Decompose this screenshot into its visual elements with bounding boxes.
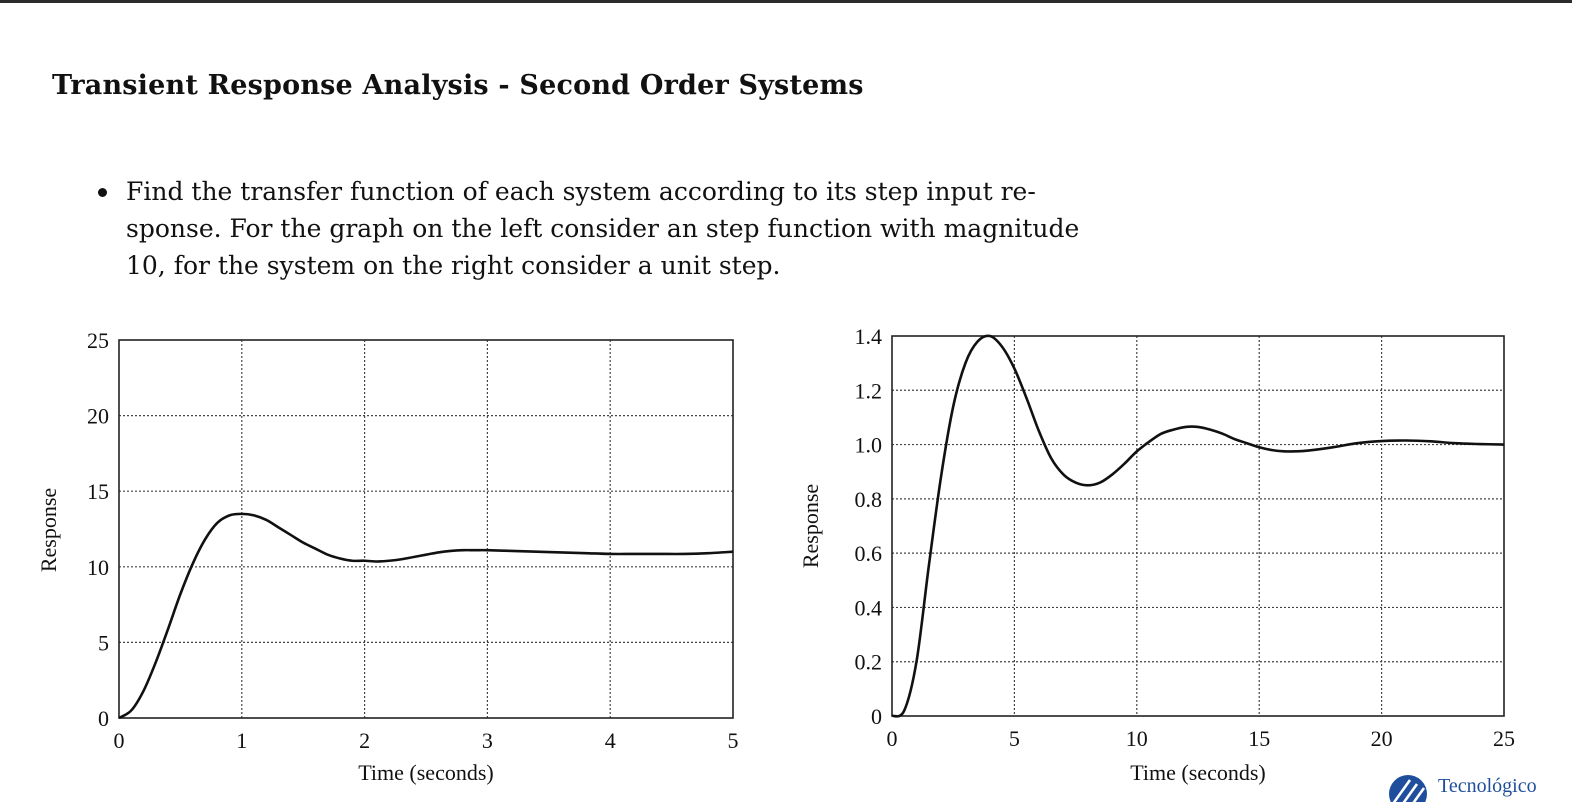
left-x-tick-label: 4 xyxy=(605,728,616,753)
left-chart-group: 0 1 2 3 4 5 0 5 10 15 20 25 Time (seconds) Response xyxy=(36,328,739,785)
left-x-axis-label: Time (seconds) xyxy=(358,760,493,785)
logo-text: Tecnológico xyxy=(1438,775,1537,797)
left-response-curve xyxy=(118,512,734,720)
left-y-tick-label: 20 xyxy=(87,404,109,429)
right-chart-group: 0 5 10 15 20 25 0 0.2 0.4 0.6 0.8 1.0 1.2 1.4 Time (se… xyxy=(798,324,1515,785)
slide-title: Transient Response Analysis - Second Ord… xyxy=(52,70,864,101)
right-y-tick-label: 1.0 xyxy=(855,433,883,458)
right-x-tick-label: 20 xyxy=(1371,726,1393,751)
right-y-tick-label: 1.4 xyxy=(855,324,883,349)
bullet-paragraph: Find the transfer function of each syste… xyxy=(126,173,1116,284)
right-y-tick-label: 0.2 xyxy=(855,650,883,675)
left-y-axis-label: Response xyxy=(36,488,61,572)
bullet-line-3: 10, for the system on the right consider… xyxy=(126,251,781,280)
left-y-tick-label: 10 xyxy=(87,555,109,580)
left-x-tick-label: 5 xyxy=(728,728,739,753)
right-x-axis-label: Time (seconds) xyxy=(1130,760,1265,785)
left-y-tick-label: 5 xyxy=(98,630,109,655)
right-y-tick-label: 1.2 xyxy=(855,378,883,403)
left-x-tick-label: 2 xyxy=(359,728,370,753)
right-x-tick-label: 25 xyxy=(1493,726,1515,751)
left-y-tick-label: 15 xyxy=(87,479,109,504)
right-plot-frame xyxy=(891,335,1505,717)
bullet-line-1: Find the transfer function of each syste… xyxy=(126,177,1036,206)
left-y-tick-label: 0 xyxy=(98,706,109,731)
left-x-tick-label: 0 xyxy=(114,728,125,753)
right-y-tick-label: 0 xyxy=(871,704,882,729)
right-response-curve xyxy=(891,334,1505,718)
right-x-tick-label: 10 xyxy=(1126,726,1148,751)
right-y-tick-label: 0.8 xyxy=(855,487,883,512)
left-x-tick-label: 1 xyxy=(236,728,247,753)
right-y-axis-label: Response xyxy=(798,484,823,568)
right-x-tick-label: 5 xyxy=(1009,726,1020,751)
bullet-line-2: sponse. For the graph on the left consid… xyxy=(126,214,1080,243)
right-y-tick-label: 0.6 xyxy=(855,541,883,566)
left-x-tick-label: 3 xyxy=(482,728,493,753)
tec-stripes-logo-icon xyxy=(1389,775,1427,802)
top-border xyxy=(0,0,1572,3)
right-x-tick-label: 0 xyxy=(887,726,898,751)
left-plot-frame xyxy=(118,339,734,719)
bullet-icon xyxy=(98,188,107,197)
right-x-tick-label: 15 xyxy=(1248,726,1270,751)
right-y-tick-label: 0.4 xyxy=(855,595,883,620)
tec-logo: Tecnológico xyxy=(1388,772,1572,802)
left-y-tick-label: 25 xyxy=(87,328,109,353)
